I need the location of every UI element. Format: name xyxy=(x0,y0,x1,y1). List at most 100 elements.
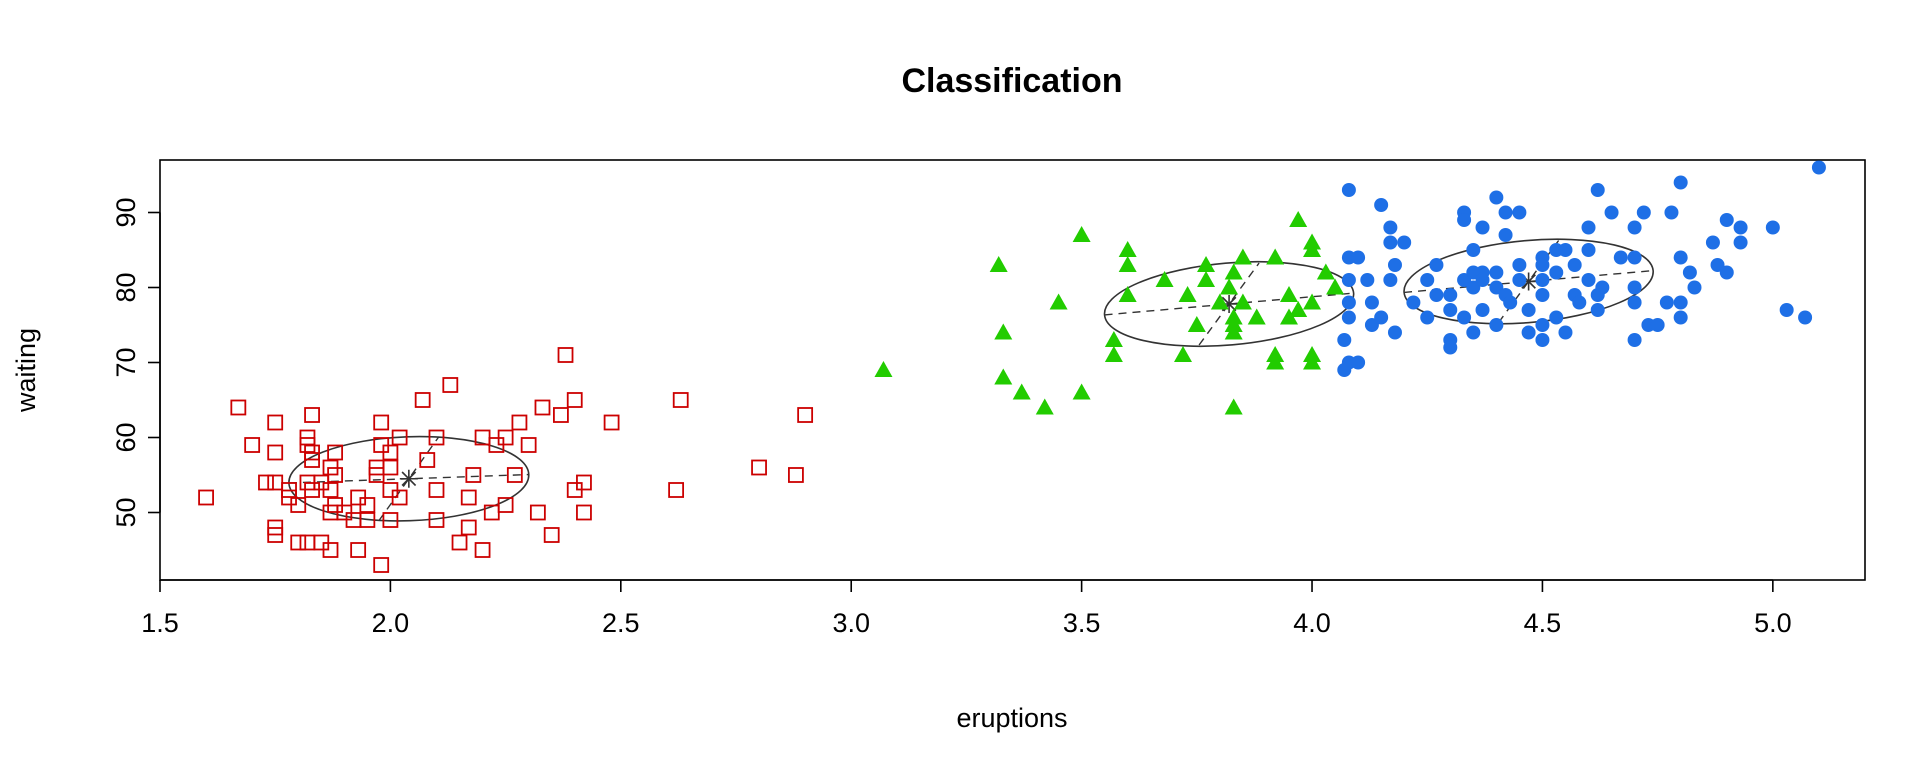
data-point-circle xyxy=(1443,340,1458,355)
data-point-circle xyxy=(1383,235,1398,250)
data-point-triangle xyxy=(1247,308,1266,325)
data-point-square xyxy=(428,429,445,446)
data-point-circle xyxy=(1581,243,1596,257)
data-point-circle xyxy=(1604,205,1619,220)
data-point-triangle xyxy=(1174,346,1192,362)
data-point-circle xyxy=(1572,295,1587,310)
data-point-triangle xyxy=(1220,278,1239,295)
data-point-circle xyxy=(1779,303,1794,317)
data-point-circle xyxy=(1558,325,1573,340)
data-point-triangle xyxy=(1266,353,1285,370)
y-axis-label: waiting xyxy=(11,328,41,413)
data-point-square xyxy=(327,467,344,483)
data-point-square xyxy=(428,482,445,498)
data-point-circle xyxy=(1765,220,1780,235)
data-point-square xyxy=(290,534,307,551)
data-point-circle xyxy=(1383,220,1398,235)
data-point-circle xyxy=(1397,235,1412,250)
data-point-square xyxy=(382,459,399,476)
data-point-triangle xyxy=(1197,256,1216,272)
data-point-circle xyxy=(1364,295,1379,310)
x-axis: 1.5 2.0 2.5 3.0 3.5 4.0 4.5 5.0 xyxy=(141,579,1792,638)
data-point-circle xyxy=(1387,325,1402,340)
data-point-square xyxy=(566,392,583,408)
data-point-triangle xyxy=(1279,308,1298,325)
data-point-triangle xyxy=(874,361,893,377)
data-point-circle xyxy=(1733,235,1748,250)
data-point-triangle xyxy=(1197,271,1216,287)
data-point-circle xyxy=(1406,295,1421,310)
cluster-minor-axis xyxy=(378,436,440,522)
data-point-square xyxy=(529,504,546,521)
data-point-square xyxy=(576,474,592,491)
data-point-circle xyxy=(1535,273,1550,287)
data-point-square xyxy=(244,437,261,453)
x-tick-label: 2.5 xyxy=(602,608,640,638)
x-tick-label: 4.5 xyxy=(1524,608,1562,638)
data-point-circle xyxy=(1457,213,1472,227)
data-point-triangle xyxy=(1104,346,1123,362)
y-axis: 50 60 70 80 90 xyxy=(111,197,161,528)
data-point-square xyxy=(258,474,274,491)
data-point-square xyxy=(359,512,376,528)
x-tick-label: 4.0 xyxy=(1293,608,1331,638)
data-point-circle xyxy=(1466,243,1481,257)
data-point-triangle xyxy=(1303,353,1322,370)
data-point-square xyxy=(382,444,399,461)
data-point-triangle xyxy=(1118,241,1137,257)
data-point-triangle xyxy=(1178,286,1197,302)
data-point-square xyxy=(797,407,814,423)
data-point-triangle xyxy=(1233,248,1252,265)
y-tick-label: 60 xyxy=(111,422,141,452)
data-point-circle xyxy=(1489,265,1504,280)
data-point-square xyxy=(359,497,376,513)
data-point-triangle xyxy=(1289,211,1308,227)
data-point-circle xyxy=(1811,160,1826,175)
x-tick-label: 3.5 xyxy=(1063,608,1101,638)
data-point-square xyxy=(350,542,367,558)
data-point-square xyxy=(373,557,390,573)
data-point-triangle xyxy=(1224,398,1243,415)
chart-title: Classification xyxy=(901,62,1122,100)
data-point-square xyxy=(603,414,620,431)
data-point-square xyxy=(267,527,284,543)
y-tick-label: 90 xyxy=(111,197,141,227)
data-point-circle xyxy=(1374,310,1389,325)
data-points xyxy=(198,160,1826,573)
data-point-circle xyxy=(1341,273,1356,287)
data-point-circle xyxy=(1687,280,1702,295)
data-point-circle xyxy=(1650,318,1665,332)
data-point-circle xyxy=(1341,183,1356,197)
data-point-square xyxy=(751,459,767,476)
data-point-circle xyxy=(1383,273,1398,287)
data-point-circle xyxy=(1581,220,1596,235)
data-point-square xyxy=(198,489,214,506)
cluster-overlays xyxy=(288,238,1654,522)
data-point-circle xyxy=(1719,265,1734,280)
data-point-circle xyxy=(1443,288,1458,302)
y-tick-label: 80 xyxy=(111,272,141,302)
data-point-square xyxy=(474,542,491,558)
data-point-circle xyxy=(1627,333,1642,347)
data-point-triangle xyxy=(1072,383,1091,400)
data-point-circle xyxy=(1659,295,1674,310)
data-point-square xyxy=(304,407,320,423)
data-point-circle xyxy=(1664,205,1679,220)
data-point-circle xyxy=(1590,303,1605,317)
data-point-circle xyxy=(1636,205,1651,220)
data-point-circle xyxy=(1613,250,1628,265)
data-point-square xyxy=(391,429,408,446)
data-point-circle xyxy=(1420,273,1435,287)
data-point-circle xyxy=(1521,325,1536,340)
x-tick-label: 3.0 xyxy=(832,608,870,638)
data-point-square xyxy=(419,452,436,468)
data-point-circle xyxy=(1627,295,1642,310)
data-point-square xyxy=(267,474,284,491)
data-point-square xyxy=(451,534,468,551)
data-point-square xyxy=(497,497,514,513)
data-point-circle xyxy=(1535,288,1550,302)
data-point-square xyxy=(322,482,339,498)
data-point-square xyxy=(506,467,523,483)
data-point-square xyxy=(576,504,592,521)
